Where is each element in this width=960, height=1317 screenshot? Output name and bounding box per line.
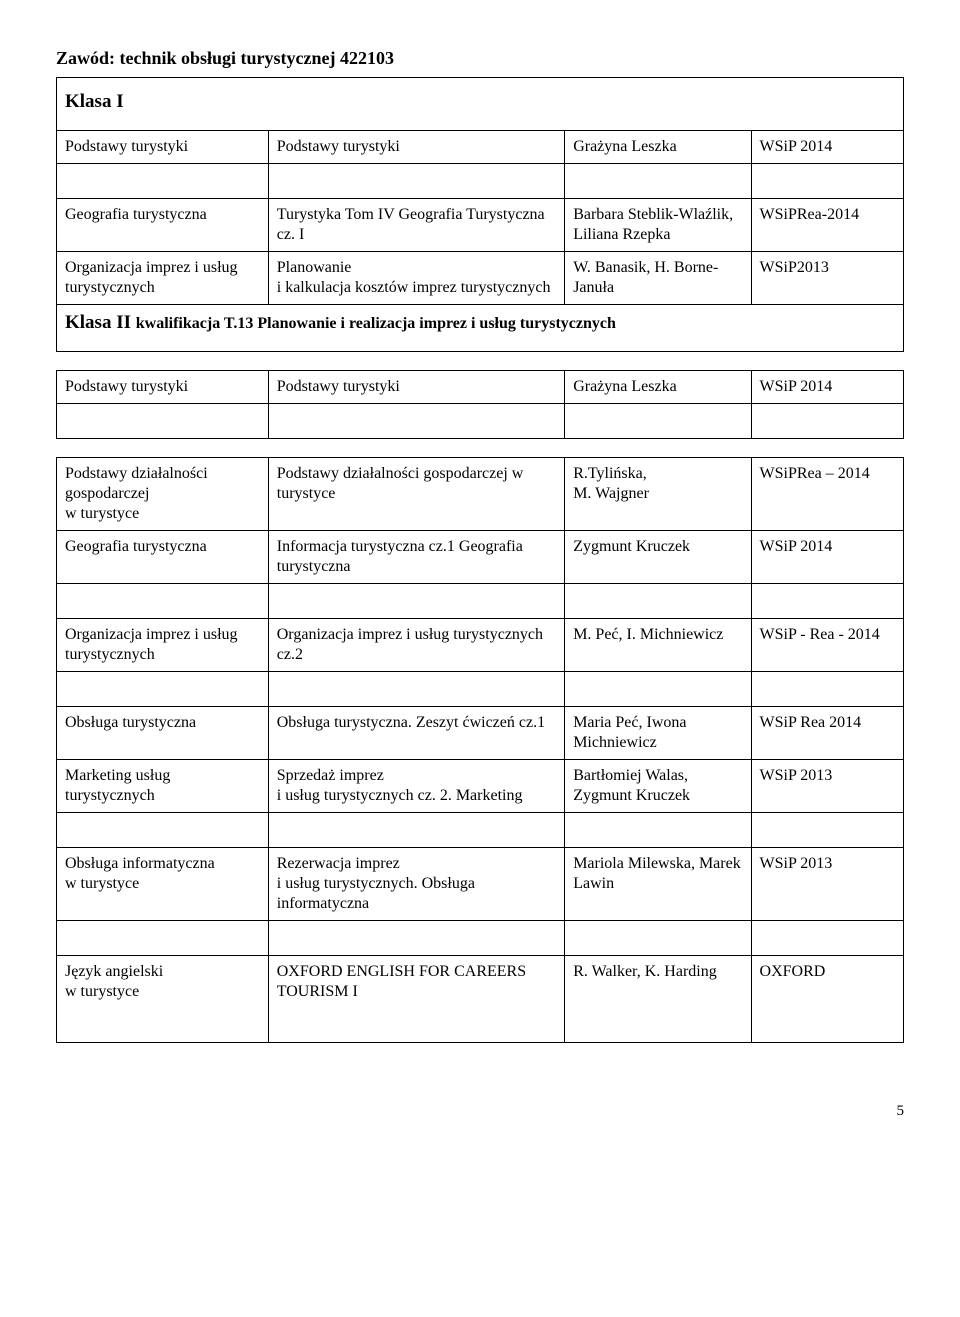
- cell-book: Podstawy turystyki: [268, 370, 564, 403]
- cell-subject: Organizacja imprez i usług turystycznych: [57, 618, 269, 671]
- cell-publisher: WSiP 2014: [751, 130, 903, 163]
- klasa2-heading-prefix: Klasa II: [65, 312, 136, 333]
- table-klasa1: Klasa I Podstawy turystyki Podstawy tury…: [56, 77, 904, 352]
- cell-publisher: OXFORD: [751, 955, 903, 1042]
- spacer-row: [57, 812, 904, 847]
- cell-book: Rezerwacja imprez i usług turystycznych.…: [268, 847, 564, 920]
- cell-book: Planowanie i kalkulacja kosztów imprez t…: [268, 251, 564, 304]
- cell-publisher: WSiPRea-2014: [751, 198, 903, 251]
- cell-author: R.Tylińska, M. Wajgner: [565, 457, 751, 530]
- table-row: Podstawy turystyki Podstawy turystyki Gr…: [57, 130, 904, 163]
- cell-publisher: WSiP 2013: [751, 847, 903, 920]
- cell-subject: Język angielski w turystyce: [57, 955, 269, 1042]
- spacer-row: [57, 163, 904, 198]
- cell-subject: Podstawy turystyki: [57, 130, 269, 163]
- cell-author: Mariola Milewska, Marek Lawin: [565, 847, 751, 920]
- cell-subject: Obsługa turystyczna: [57, 706, 269, 759]
- cell-publisher: WSiP Rea 2014: [751, 706, 903, 759]
- cell-subject: Marketing usług turystycznych: [57, 759, 269, 812]
- cell-publisher: WSiP 2014: [751, 370, 903, 403]
- cell-book: Informacja turystyczna cz.1 Geografia tu…: [268, 530, 564, 583]
- table-row: Marketing usług turystycznych Sprzedaż i…: [57, 759, 904, 812]
- cell-subject: Geografia turystyczna: [57, 198, 269, 251]
- table-row: Język angielski w turystyce OXFORD ENGLI…: [57, 955, 904, 1042]
- page-number: 5: [56, 1103, 904, 1120]
- cell-author: Zygmunt Kruczek: [565, 530, 751, 583]
- table-row: Obsługa turystyczna Obsługa turystyczna.…: [57, 706, 904, 759]
- cell-subject: Podstawy turystyki: [57, 370, 269, 403]
- cell-subject: Organizacja imprez i usług turystycznych: [57, 251, 269, 304]
- cell-book: Turystyka Tom IV Geografia Turystyczna c…: [268, 198, 564, 251]
- table-row: Geografia turystyczna Turystyka Tom IV G…: [57, 198, 904, 251]
- klasa1-heading-row: Klasa I: [57, 78, 904, 131]
- klasa2-heading-rest: kwalifikacja T.13 Planowanie i realizacj…: [136, 315, 616, 332]
- cell-book: Organizacja imprez i usług turystycznych…: [268, 618, 564, 671]
- cell-author: M. Peć, I. Michniewicz: [565, 618, 751, 671]
- spacer-row: [57, 583, 904, 618]
- table-mid: Podstawy turystyki Podstawy turystyki Gr…: [56, 370, 904, 439]
- cell-subject: Obsługa informatyczna w turystyce: [57, 847, 269, 920]
- klasa1-heading: Klasa I: [65, 91, 124, 112]
- table-row: Podstawy turystyki Podstawy turystyki Gr…: [57, 370, 904, 403]
- table-row: Geografia turystyczna Informacja turysty…: [57, 530, 904, 583]
- cell-author: R. Walker, K. Harding: [565, 955, 751, 1042]
- spacer-row: [57, 403, 904, 438]
- cell-subject: Podstawy działalności gospodarczej w tur…: [57, 457, 269, 530]
- cell-author: Barbara Steblik-Wlaźlik, Liliana Rzepka: [565, 198, 751, 251]
- cell-book: Obsługa turystyczna. Zeszyt ćwiczeń cz.1: [268, 706, 564, 759]
- cell-author: Maria Peć, Iwona Michniewicz: [565, 706, 751, 759]
- cell-publisher: WSiPRea – 2014: [751, 457, 903, 530]
- cell-author: Bartłomiej Walas, Zygmunt Kruczek: [565, 759, 751, 812]
- cell-publisher: WSiP - Rea - 2014: [751, 618, 903, 671]
- klasa2-heading-row: Klasa II kwalifikacja T.13 Planowanie i …: [57, 304, 904, 351]
- table-main: Podstawy działalności gospodarczej w tur…: [56, 457, 904, 1043]
- cell-publisher: WSiP 2013: [751, 759, 903, 812]
- cell-author: Grażyna Leszka: [565, 370, 751, 403]
- cell-publisher: WSiP2013: [751, 251, 903, 304]
- cell-publisher: WSiP 2014: [751, 530, 903, 583]
- table-row: Organizacja imprez i usług turystycznych…: [57, 251, 904, 304]
- table-row: Obsługa informatyczna w turystyce Rezerw…: [57, 847, 904, 920]
- cell-author: W. Banasik, H. Borne-Januła: [565, 251, 751, 304]
- cell-author: Grażyna Leszka: [565, 130, 751, 163]
- spacer-row: [57, 920, 904, 955]
- spacer-row: [57, 671, 904, 706]
- zawod-title: Zawód: technik obsługi turystycznej 4221…: [56, 48, 904, 69]
- cell-book: OXFORD ENGLISH FOR CAREERS TOURISM I: [268, 955, 564, 1042]
- cell-subject: Geografia turystyczna: [57, 530, 269, 583]
- table-row: Podstawy działalności gospodarczej w tur…: [57, 457, 904, 530]
- table-row: Organizacja imprez i usług turystycznych…: [57, 618, 904, 671]
- cell-book: Podstawy turystyki: [268, 130, 564, 163]
- cell-book: Sprzedaż imprez i usług turystycznych cz…: [268, 759, 564, 812]
- cell-book: Podstawy działalności gospodarczej w tur…: [268, 457, 564, 530]
